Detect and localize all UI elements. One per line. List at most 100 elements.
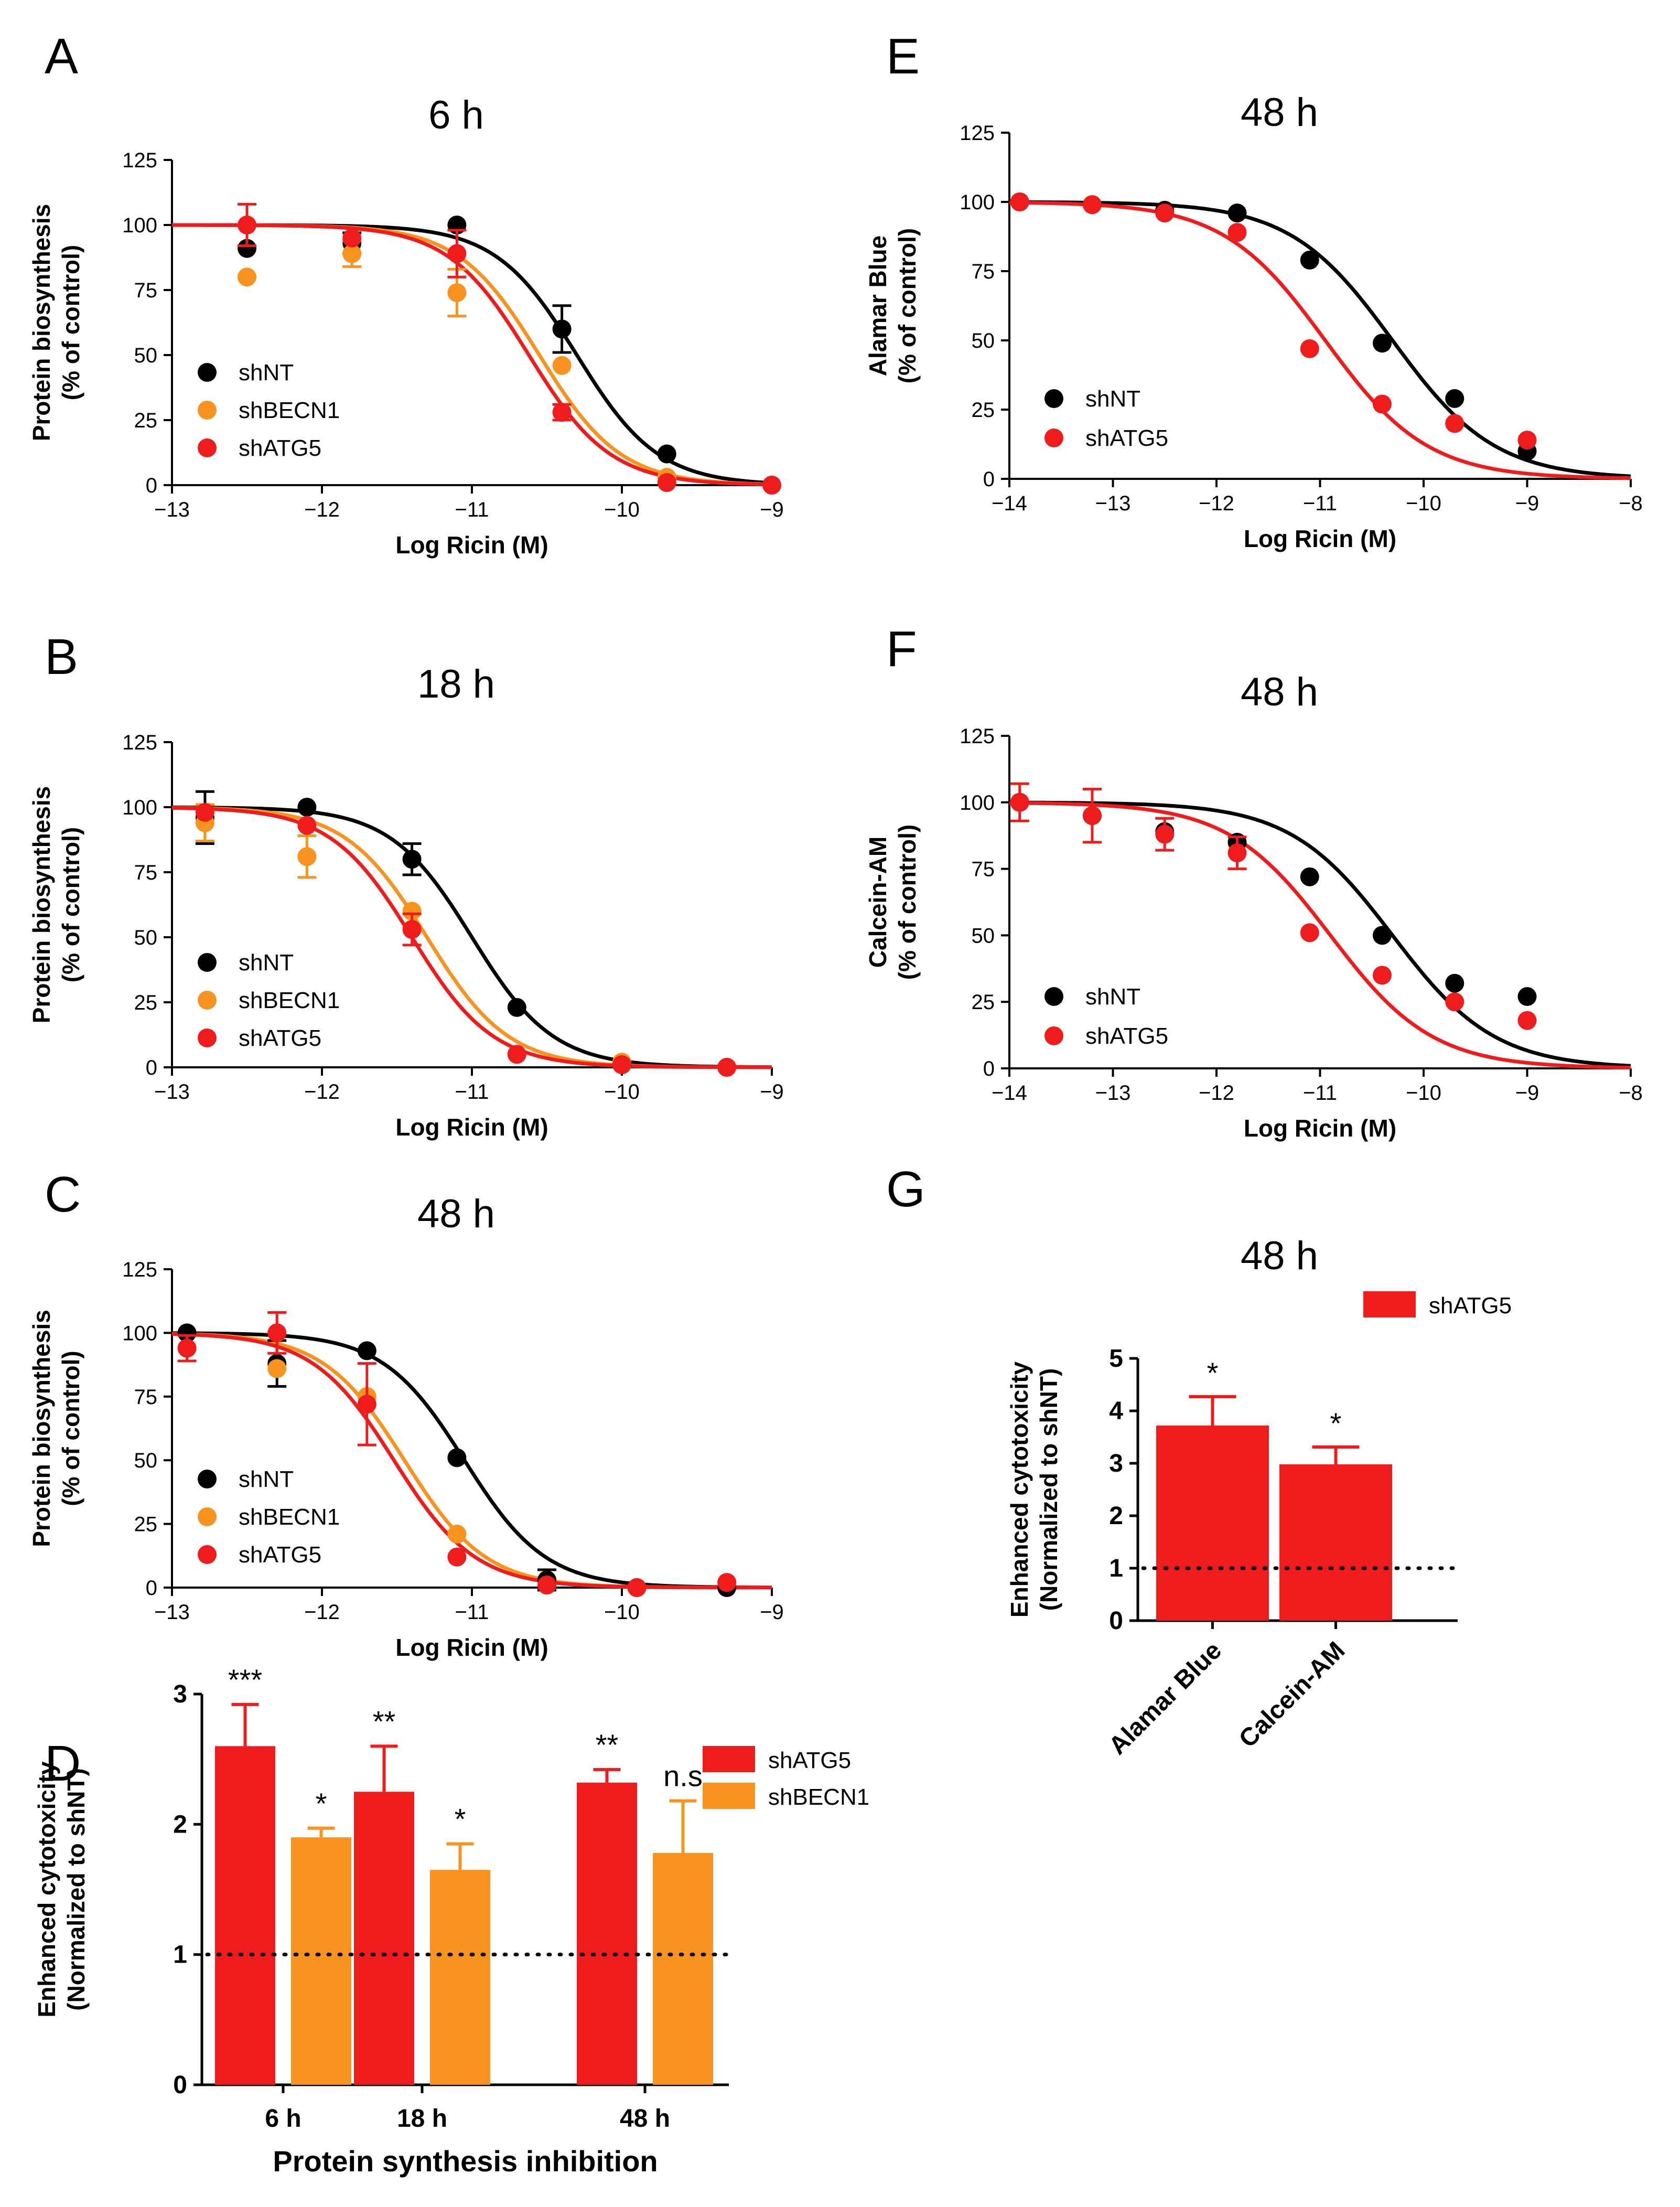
- bar-shBECN1: [430, 1870, 490, 2085]
- significance-label: **: [373, 1705, 396, 1738]
- x-tick-label: −10: [1406, 1081, 1441, 1105]
- x-tick-label: −13: [154, 498, 190, 521]
- data-point-shNT: [1227, 203, 1247, 223]
- legend-label: shNT: [239, 950, 294, 976]
- y-tick-label: 3: [173, 1680, 187, 1708]
- y-tick-label: 75: [134, 861, 158, 884]
- y-tick-label: 25: [972, 399, 995, 422]
- data-point-shATG5: [1155, 203, 1175, 223]
- x-tick-label: 48 h: [620, 2105, 670, 2133]
- data-point-shATG5: [1517, 431, 1537, 450]
- chart-title: 48 h: [1241, 670, 1318, 714]
- data-point-shNT: [177, 1323, 197, 1343]
- panel-letter: C: [45, 1166, 81, 1223]
- legend-marker: [198, 401, 217, 420]
- legend-swatch: [703, 1746, 755, 1772]
- y-tick-label: 50: [134, 344, 158, 367]
- legend-label: shBECN1: [239, 398, 340, 423]
- y-tick-label: 0: [1109, 1607, 1123, 1635]
- data-point-shATG5: [537, 1576, 556, 1595]
- chart-title: 18 h: [417, 662, 495, 706]
- x-tick-label: Alamar Blue: [1104, 1636, 1227, 1760]
- bar-shATG5: [1279, 1464, 1392, 1621]
- significance-label: n.s: [663, 1760, 703, 1793]
- y-tick-label: 0: [146, 474, 157, 497]
- panel-C: C 48 h −13 −12 −11 −10 −9 0 25 50 75 100 125 Log Rici…: [28, 1166, 784, 1661]
- y-tick-label: 50: [134, 926, 158, 949]
- x-tick-label: −9: [760, 498, 784, 521]
- x-tick-label: −11: [455, 1601, 489, 1624]
- data-point-shNT: [447, 1448, 467, 1467]
- x-tick-label: −13: [1095, 492, 1131, 515]
- x-tick-label: −14: [992, 492, 1027, 515]
- data-point-shATG5: [267, 1323, 287, 1343]
- x-tick-label: −11: [455, 498, 489, 521]
- legend-label: shNT: [239, 360, 294, 385]
- x-tick-label: 6 h: [265, 2105, 301, 2133]
- panel-letter: F: [886, 621, 917, 677]
- x-tick-label: Calcein-AM: [1234, 1636, 1350, 1753]
- data-point-shNT: [1445, 973, 1464, 993]
- data-point-shATG5: [238, 216, 256, 234]
- y-tick-label: 2: [173, 1810, 187, 1838]
- data-point-shNT: [297, 798, 317, 817]
- data-point-shATG5: [402, 920, 422, 939]
- y-axis-label-line: (% of control): [57, 1351, 84, 1506]
- x-axis-label: Log Ricin (M): [395, 1113, 548, 1141]
- legend-marker: [1044, 987, 1063, 1006]
- data-point-shATG5: [177, 1338, 197, 1358]
- legend-marker: [198, 438, 217, 457]
- y-axis-label-line: Protein biosynthesis: [28, 786, 55, 1023]
- y-tick-label: 0: [173, 2071, 187, 2099]
- legend-label: shNT: [1085, 984, 1140, 1010]
- data-point-shATG5: [342, 228, 362, 248]
- x-tick-label: −9: [1515, 1081, 1539, 1105]
- data-point-shATG5: [195, 802, 214, 822]
- data-point-shBECN1: [342, 244, 362, 263]
- legend-label: shATG5: [239, 1542, 321, 1568]
- data-point-shATG5: [1155, 824, 1175, 844]
- chart-title: 48 h: [1241, 1234, 1318, 1278]
- data-point-shATG5: [657, 473, 676, 492]
- x-tick-label: −10: [604, 498, 640, 521]
- data-point-shBECN1: [297, 847, 317, 866]
- chart-title: 6 h: [428, 93, 484, 137]
- x-tick-label: −9: [1515, 492, 1539, 515]
- y-tick-label: 75: [134, 279, 158, 302]
- chart-title: 48 h: [1241, 90, 1318, 135]
- data-point-shATG5: [1373, 394, 1392, 414]
- x-tick-label: −13: [154, 1080, 190, 1104]
- data-point-shNT: [507, 998, 526, 1017]
- data-point-shATG5: [507, 1045, 526, 1064]
- fit-curve-shATG5: [171, 806, 772, 1069]
- data-point-shATG5: [1010, 792, 1029, 812]
- legend-marker: [1044, 1026, 1063, 1045]
- legend-label: shNT: [239, 1466, 294, 1492]
- y-axis-label: Alamar Blue(% of control): [864, 228, 921, 383]
- legend-label: shATG5: [239, 1025, 321, 1051]
- data-point-shATG5: [1010, 192, 1029, 211]
- x-tick-label: −13: [1095, 1081, 1131, 1105]
- y-axis-label-line: (Normalized to shNT): [62, 1768, 90, 2011]
- significance-label: ***: [228, 1663, 262, 1696]
- legend-marker: [198, 1545, 217, 1564]
- panel-D: D 0 1 2 3 Enhanced cytotoxicity(Normalized to…: [33, 1663, 869, 2178]
- data-point-shNT: [552, 319, 572, 339]
- fit-curve-shATG5: [1009, 801, 1631, 1070]
- y-tick-label: 125: [960, 725, 995, 748]
- legend-label: shNT: [1085, 386, 1140, 412]
- y-tick-label: 5: [1109, 1345, 1123, 1373]
- x-tick-label: −11: [455, 1080, 489, 1104]
- y-axis-label-line: (% of control): [893, 228, 921, 383]
- y-axis-label-line: Enhanced cytotoxicity: [33, 1761, 60, 2018]
- y-tick-label: 4: [1109, 1397, 1123, 1425]
- y-axis-label-line: Enhanced cytotoxicity: [1006, 1361, 1033, 1617]
- y-tick-label: 75: [134, 1386, 158, 1409]
- y-tick-label: 100: [960, 191, 995, 214]
- x-tick-label: −11: [1303, 492, 1337, 515]
- data-point-shBECN1: [402, 902, 422, 921]
- bar-shATG5: [577, 1782, 637, 2085]
- data-point-shATG5: [612, 1055, 631, 1075]
- x-tick-label: −9: [760, 1601, 784, 1624]
